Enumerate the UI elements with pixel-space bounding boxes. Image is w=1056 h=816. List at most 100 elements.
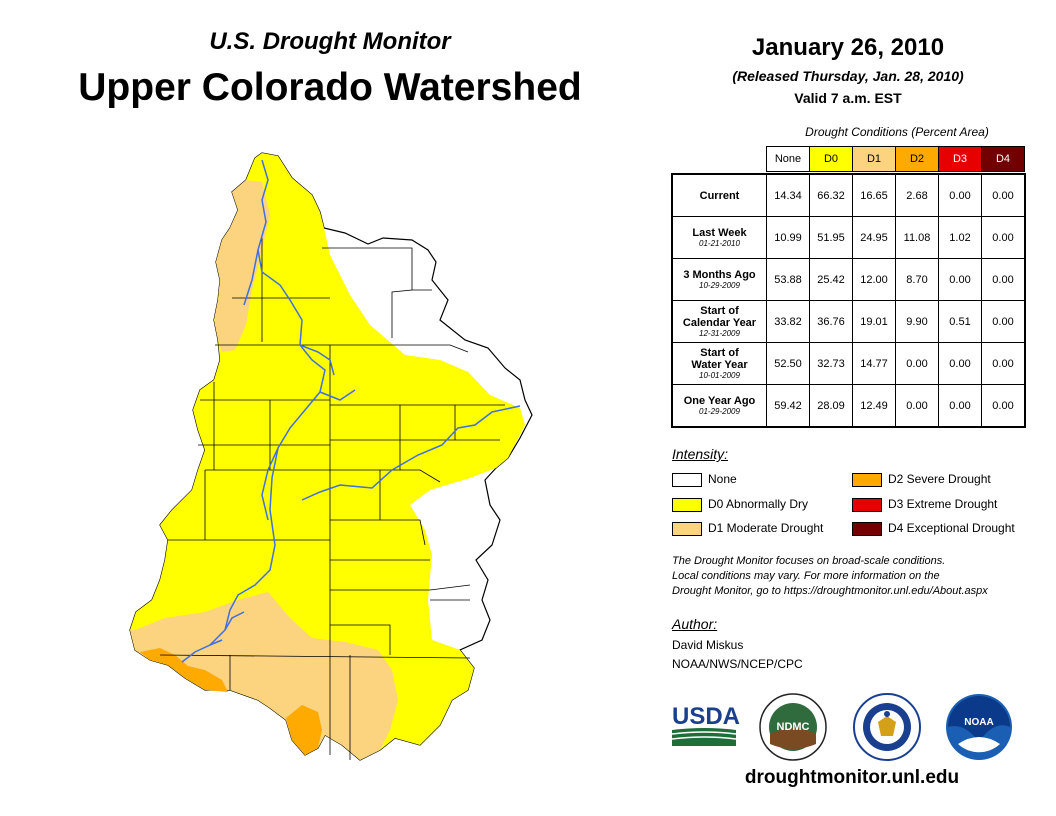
cell-d3: 0.00 (938, 258, 982, 301)
river-network (181, 159, 521, 663)
map-date: January 26, 2010 (751, 34, 945, 61)
boundary-lines (159, 238, 505, 760)
release-date: (Released Thursday, Jan. 28, 2010) (732, 68, 964, 84)
row-label-text: Current (699, 189, 740, 202)
cell-d4: 0.00 (981, 173, 1026, 217)
note-line: Local conditions may vary. For more info… (672, 570, 940, 582)
cell-d4: 0.00 (981, 384, 1026, 428)
drought-d2-south (286, 705, 322, 755)
legend-item: None (672, 471, 737, 487)
legend-title: Intensity: (672, 446, 729, 462)
row-label-text: Start of (700, 347, 739, 359)
row-label-text: One Year Ago (683, 395, 756, 407)
table-caption: Drought Conditions (Percent Area) (805, 125, 989, 139)
cell-d3: 0.00 (938, 384, 982, 428)
note-line: Drought Monitor, go to https://droughtmo… (672, 585, 988, 597)
row-label-text: Last Week (692, 227, 747, 239)
row-label-text-2: Water Year (691, 359, 748, 371)
cell-d1: 16.65 (852, 173, 896, 217)
row-date: 01-29-2009 (699, 407, 740, 416)
cell-d2: 2.68 (895, 173, 939, 217)
table-header: None D0 D1 D2 D3 D4 (766, 146, 1025, 172)
column-header-d3: D3 (938, 146, 982, 172)
cell-d3: 0.00 (938, 173, 982, 217)
legend-item: D0 Abnormally Dry (672, 496, 808, 512)
cell-none: 14.34 (766, 173, 810, 217)
column-header-d2: D2 (895, 146, 939, 172)
cell-d0: 66.32 (809, 173, 853, 217)
usda-logo: USDA (671, 703, 740, 746)
drought-d1-north (214, 180, 270, 352)
row-label: Start of Calendar Year 12-31-2009 (671, 300, 767, 343)
cell-d1: 12.49 (852, 384, 896, 428)
cell-d2: 8.70 (895, 258, 939, 301)
map-subtitle: U.S. Drought Monitor (209, 28, 451, 55)
cell-none: 33.82 (766, 300, 810, 343)
row-label: Last Week 01-21-2010 (671, 216, 767, 259)
ndmc-logo-text: NDMC (777, 721, 810, 733)
legend-swatch (852, 497, 882, 512)
cell-d4: 0.00 (981, 258, 1026, 301)
table-row: Current 14.34 66.32 16.65 2.68 0.00 0.00 (671, 173, 1026, 217)
cell-d1: 19.01 (852, 300, 896, 343)
legend-item: D3 Extreme Drought (852, 496, 997, 512)
author-name: David Miskus (672, 638, 744, 652)
table-row: One Year Ago 01-29-2009 59.42 28.09 12.49 0.0… (671, 384, 1026, 428)
table-row: Last Week 01-21-2010 10.99 51.95 24.95 11.08 1… (671, 216, 1026, 259)
row-label: Start of Water Year 10-01-2009 (671, 342, 767, 385)
cell-d3: 0.00 (938, 342, 982, 385)
legend-label: D4 Exceptional Drought (888, 521, 1015, 535)
cell-d4: 0.00 (981, 300, 1026, 343)
cell-d4: 0.00 (981, 342, 1026, 385)
cell-d0: 32.73 (809, 342, 853, 385)
column-header-d0: D0 (809, 146, 853, 172)
noaa-logo-text: NOAA (964, 717, 993, 728)
legend-label: None (708, 472, 737, 486)
cell-d2: 0.00 (895, 342, 939, 385)
legend-swatch (852, 472, 882, 487)
usda-logo-text: USDA (672, 703, 740, 730)
table-row: 3 Months Ago 10-29-2009 53.88 25.42 12.00 8.7… (671, 258, 1026, 301)
cell-d0: 25.42 (809, 258, 853, 301)
cell-none: 59.42 (766, 384, 810, 428)
cell-d4: 0.00 (981, 216, 1026, 259)
cell-d2: 11.08 (895, 216, 939, 259)
author-heading: Author: (672, 616, 718, 632)
row-label: 3 Months Ago 10-29-2009 (671, 258, 767, 301)
legend-swatch (672, 497, 702, 512)
cell-d2: 0.00 (895, 384, 939, 428)
table-row: Start of Calendar Year 12-31-2009 33.82 36.7… (671, 300, 1026, 343)
legend-label: D3 Extreme Drought (888, 497, 998, 511)
valid-time: Valid 7 a.m. EST (794, 90, 902, 106)
row-date: 10-29-2009 (699, 281, 740, 290)
cell-none: 52.50 (766, 342, 810, 385)
legend-swatch (852, 521, 882, 536)
row-label-text: Start of (700, 305, 739, 317)
row-label-text: 3 Months Ago (683, 269, 756, 281)
cell-d0: 36.76 (809, 300, 853, 343)
note-line: The Drought Monitor focuses on broad-sca… (672, 555, 946, 567)
cell-d1: 14.77 (852, 342, 896, 385)
row-label: Current (671, 173, 767, 217)
row-label: One Year Ago 01-29-2009 (671, 384, 767, 428)
cell-d0: 51.95 (809, 216, 853, 259)
row-date: 01-21-2010 (699, 239, 740, 248)
drought-d2-southwest (140, 648, 228, 692)
cell-none: 10.99 (766, 216, 810, 259)
column-header-d1: D1 (852, 146, 896, 172)
cell-d3: 1.02 (938, 216, 982, 259)
commerce-seal (853, 693, 921, 761)
legend-item: D1 Moderate Drought (672, 520, 823, 536)
legend-label: D0 Abnormally Dry (708, 497, 809, 511)
website-url[interactable]: droughtmonitor.unl.edu (744, 767, 960, 788)
row-date: 10-01-2009 (699, 371, 740, 380)
legend-item: D4 Exceptional Drought (852, 520, 1015, 536)
row-date: 12-31-2009 (699, 329, 740, 338)
watershed-map (129, 152, 533, 761)
drought-d1-south (130, 592, 398, 760)
row-label-text-2: Calendar Year (682, 317, 757, 329)
legend-label: D1 Moderate Drought (708, 521, 824, 535)
column-header-none: None (766, 146, 810, 172)
column-header-d4: D4 (981, 146, 1025, 172)
legend-label: D2 Severe Drought (888, 472, 991, 486)
